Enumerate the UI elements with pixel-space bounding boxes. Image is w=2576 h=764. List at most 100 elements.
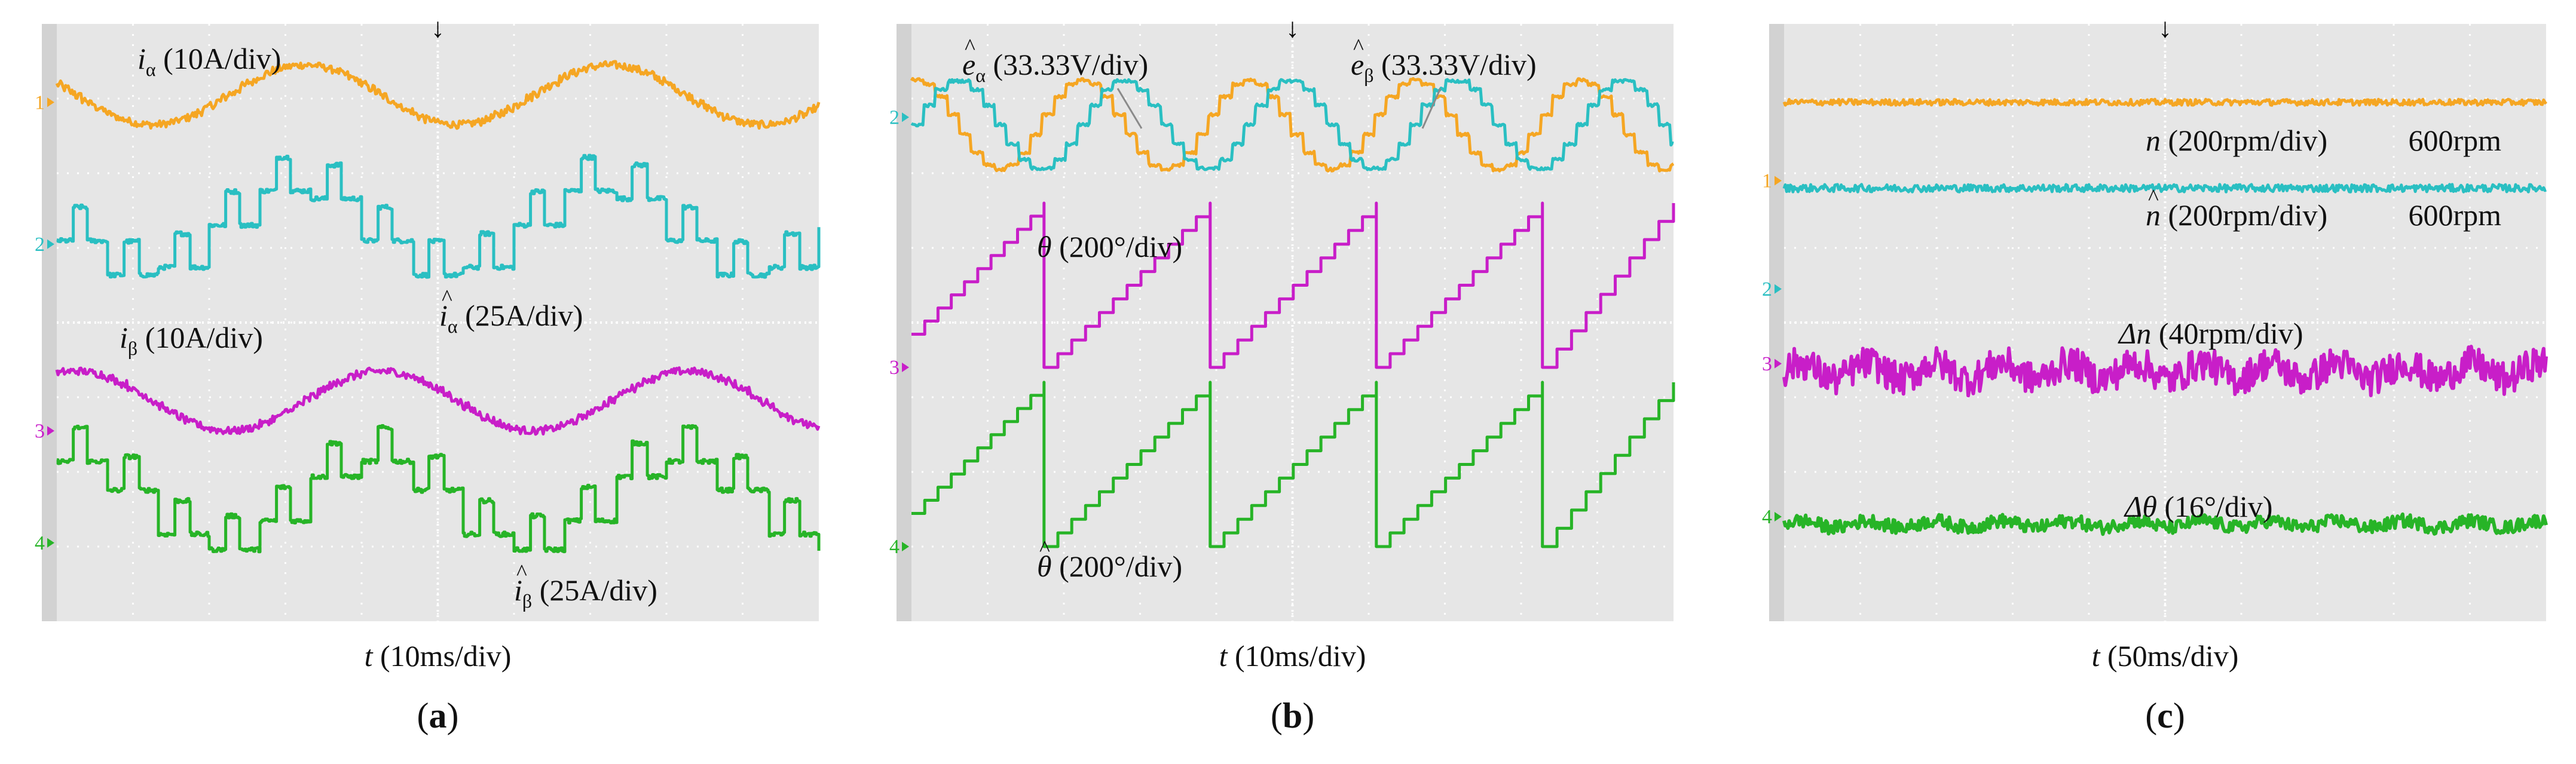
grid — [911, 24, 1674, 621]
channel-arrow-icon — [47, 426, 54, 436]
annotation-subscript: β — [522, 590, 532, 612]
annotation-c-1: n (200rpm/div) — [2146, 198, 2327, 232]
hat-accent: ^ — [965, 35, 975, 60]
annotation-a-0: iα (10A/div) — [137, 42, 281, 80]
channel-number: 2 — [35, 234, 45, 256]
scope-bezel — [897, 24, 911, 621]
trace-delta-n — [1782, 345, 2548, 398]
annotation-scale: (200°/div) — [1052, 550, 1183, 583]
annotation-a-3: iβ (25A/div) — [514, 573, 657, 612]
channel-arrow-icon — [1775, 512, 1782, 521]
annotation-subscript: β — [128, 337, 137, 359]
annotation-scale: (33.33V/div) — [986, 48, 1148, 81]
hat-accent: ^ — [442, 286, 452, 311]
leader-line — [1421, 88, 1442, 129]
annotation-symbol: θ — [1037, 230, 1052, 263]
trace-i-beta — [55, 366, 821, 436]
grid — [57, 24, 819, 621]
panel-label: (b) — [1271, 696, 1314, 735]
channel-number: 1 — [35, 91, 45, 113]
trace-theta — [911, 201, 1675, 369]
annotation-b-0: eα (33.33V/div) — [962, 48, 1148, 86]
annotation-scale: (33.33V/div) — [1373, 48, 1536, 81]
x-axis-unit: (50ms/div) — [2100, 639, 2238, 673]
channel-arrow-icon — [1775, 358, 1782, 369]
panel-label: (a) — [417, 696, 459, 735]
trace-n-hat — [1782, 183, 2547, 194]
annotation-scale: (200rpm/div) — [2161, 124, 2327, 157]
x-axis-label: t (10ms/div) — [1219, 639, 1366, 673]
annotation-subscript: α — [146, 59, 156, 80]
hat-accent: ^ — [1353, 35, 1364, 60]
annotation-value: 600rpm — [2408, 198, 2501, 232]
channel-marker-2: 2 — [889, 106, 909, 128]
trace-delta-theta — [1782, 512, 2548, 536]
annotation-scale: (200rpm/div) — [2161, 198, 2327, 232]
annotation-symbol: e — [1351, 48, 1364, 81]
trace-n — [1782, 97, 2547, 107]
channel-marker-4: 4 — [889, 536, 909, 558]
annotation-scale: (10A/div) — [156, 42, 282, 75]
trigger-marker-icon: ↓ — [2158, 13, 2172, 43]
trigger-marker-icon: ↓ — [431, 13, 445, 43]
channel-arrow-icon — [47, 97, 54, 108]
channel-number: 4 — [1762, 506, 1772, 528]
channel-marker-3: 3 — [1762, 353, 1782, 375]
channel-marker-4: 4 — [1762, 506, 1782, 528]
annotation-subscript: β — [1364, 65, 1373, 86]
channel-marker-1: 1 — [35, 91, 54, 113]
scope-bezel — [1769, 24, 1784, 621]
channel-marker-2: 2 — [35, 234, 54, 256]
hat-accent: ^ — [1039, 536, 1050, 562]
annotation-a-1: iα (25A/div) — [439, 299, 583, 337]
channel-arrow-icon — [47, 239, 54, 249]
trace-i-alpha — [55, 60, 821, 130]
annotation-scale: (16°/div) — [2157, 490, 2273, 523]
annotation-scale: (25A/div) — [532, 573, 657, 607]
channel-marker-2: 2 — [1762, 278, 1782, 300]
annotation-symbol: i — [120, 321, 128, 354]
channel-arrow-icon — [1775, 284, 1782, 294]
annotation-subscript: α — [975, 65, 986, 86]
trigger-marker-icon: ↓ — [1286, 13, 1299, 43]
annotation-symbol: Δn — [2118, 317, 2151, 350]
channel-arrow-icon — [47, 538, 54, 548]
trace-i-beta-hat — [56, 424, 821, 554]
scope-bezel — [42, 24, 57, 621]
annotation-symbol: n — [2146, 124, 2161, 157]
annotation-a-2: iβ (10A/div) — [120, 321, 263, 359]
channel-number: 2 — [1762, 278, 1772, 300]
x-axis-label: t (50ms/div) — [2092, 639, 2239, 673]
annotation-b-2: θ (200°/div) — [1037, 230, 1182, 263]
trace-e-alpha-hat — [910, 76, 1675, 173]
channel-number: 3 — [1762, 353, 1772, 375]
annotation-scale: (200°/div) — [1052, 230, 1183, 263]
channel-arrow-icon — [902, 112, 909, 122]
annotation-b-3: θ (200°/div) — [1037, 550, 1182, 583]
annotation-symbol: i — [514, 573, 522, 607]
hat-accent: ^ — [2148, 185, 2159, 210]
channel-number: 3 — [889, 357, 900, 379]
trace-theta-hat — [911, 381, 1675, 548]
channel-marker-1: 1 — [1762, 170, 1782, 192]
channel-number: 2 — [889, 106, 900, 128]
channel-number: 1 — [1762, 170, 1772, 192]
annotation-c-0: n (200rpm/div) — [2146, 124, 2327, 157]
channel-marker-3: 3 — [889, 357, 909, 379]
annotation-scale: (10A/div) — [137, 321, 263, 354]
trace-e-beta-hat — [910, 78, 1674, 171]
channel-arrow-icon — [902, 542, 909, 551]
annotation-scale: (25A/div) — [458, 299, 583, 332]
channel-marker-4: 4 — [35, 532, 54, 554]
leader-line — [1116, 88, 1143, 129]
annotation-b-1: eβ (33.33V/div) — [1351, 48, 1537, 86]
annotation-symbol: i — [439, 299, 448, 332]
channel-arrow-icon — [1775, 176, 1782, 186]
annotation-symbol: n — [2146, 198, 2161, 232]
channel-number: 4 — [889, 536, 900, 558]
x-axis-var: t — [2092, 639, 2101, 673]
trace-i-alpha-hat — [56, 154, 821, 279]
